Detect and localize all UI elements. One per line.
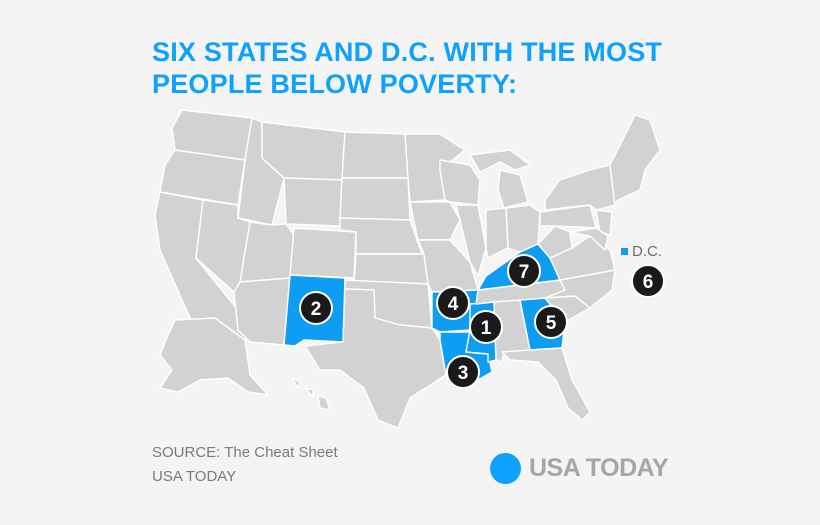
state-north-dakota [341,131,409,179]
state-kansas [353,253,429,285]
marker-rank-3-label: 3 [458,363,469,384]
title-line-1: SIX STATES AND D.C. WITH THE MOST [152,37,663,67]
state-utah [239,221,295,283]
state-new-england [609,114,661,206]
marker-rank-5: 5 [534,305,568,339]
state-oregon [159,149,246,206]
marker-rank-7-label: 7 [519,262,530,283]
state-alaska [159,317,269,396]
state-new-york [544,164,616,211]
marker-rank-7: 7 [507,254,541,288]
state-colorado [289,227,357,279]
marker-rank-6: 6 [631,264,665,298]
brand-logo: USA TODAY [490,453,669,484]
dc-label: D.C. [632,243,662,260]
marker-rank-4-label: 4 [448,294,459,315]
marker-rank-6-label: 6 [643,272,654,293]
credit-text: USA TODAY [152,468,237,485]
state-south-dakota [339,177,411,221]
marker-rank-4: 4 [436,286,470,320]
state-west-virginia [537,225,573,259]
state-new-jersey [595,209,613,236]
state-iowa [409,201,461,241]
map-title: SIX STATES AND D.C. WITH THE MOST PEOPLE… [152,36,712,100]
marker-rank-2: 2 [299,291,333,325]
state-north-carolina [544,269,616,309]
title-line-2: PEOPLE BELOW POVERTY: [152,69,518,99]
state-michigan [469,149,531,209]
state-texas [304,288,447,429]
state-hawaii [291,377,331,411]
state-indiana [485,207,509,259]
marker-rank-1-label: 1 [481,318,492,339]
marker-rank-3: 3 [446,355,480,389]
state-maryland-delaware [569,227,609,251]
state-florida [501,347,591,421]
state-illinois [455,204,487,277]
marker-rank-1: 1 [469,310,503,344]
dc-square [621,248,628,255]
state-arizona [233,277,291,346]
brand-circle-icon [490,453,521,484]
state-wyoming [283,177,343,227]
brand-name: USA TODAY [529,454,669,482]
marker-rank-5-label: 5 [546,313,557,334]
state-wisconsin [439,159,481,206]
marker-rank-2-label: 2 [311,299,322,320]
source-text: SOURCE: The Cheat Sheet [152,444,338,461]
